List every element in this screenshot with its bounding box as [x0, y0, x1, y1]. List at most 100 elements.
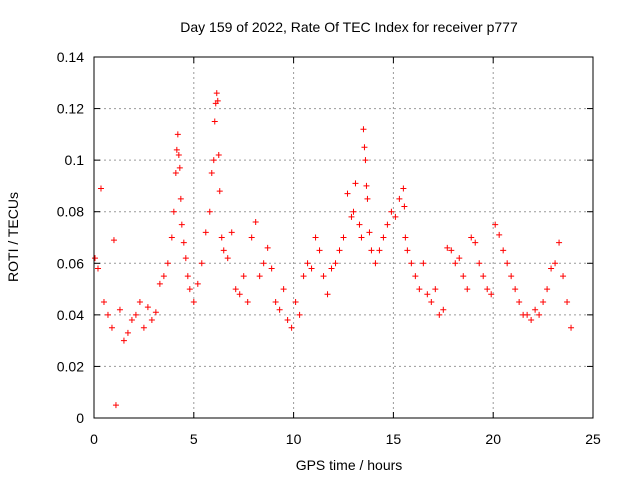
data-point	[384, 221, 391, 228]
data-point	[540, 298, 547, 305]
data-point	[476, 260, 483, 267]
data-point	[361, 144, 368, 151]
data-point	[396, 195, 403, 202]
data-point	[280, 286, 287, 293]
x-tick-label: 0	[90, 431, 98, 447]
data-point	[132, 311, 139, 318]
data-point	[340, 234, 347, 241]
data-point	[524, 311, 531, 318]
data-point	[504, 260, 511, 267]
data-point	[416, 286, 423, 293]
data-point	[536, 311, 543, 318]
data-point	[308, 265, 315, 272]
data-point	[328, 265, 335, 272]
x-tick-label: 15	[386, 431, 402, 447]
data-point	[168, 234, 175, 241]
data-point	[548, 265, 555, 272]
data-point	[136, 298, 143, 305]
data-point	[186, 286, 193, 293]
data-point	[516, 298, 523, 305]
data-point	[344, 190, 351, 197]
y-tick-label: 0.06	[57, 255, 84, 271]
data-point	[220, 247, 227, 254]
data-point	[198, 260, 205, 267]
data-point	[448, 247, 455, 254]
data-point	[190, 298, 197, 305]
data-point	[316, 247, 323, 254]
data-point	[452, 260, 459, 267]
data-point	[332, 260, 339, 267]
x-tick-label: 5	[190, 431, 198, 447]
data-point	[350, 208, 357, 215]
y-tick-label: 0.1	[65, 152, 85, 168]
x-axis-label: GPS time / hours	[296, 457, 403, 473]
y-axis-label: ROTI / TECUs	[5, 192, 21, 282]
data-point	[348, 213, 355, 220]
data-point	[292, 298, 299, 305]
data-point	[352, 180, 359, 187]
data-points	[91, 90, 575, 409]
data-point	[372, 260, 379, 267]
data-point	[178, 221, 185, 228]
data-point	[194, 280, 201, 287]
data-point	[484, 286, 491, 293]
data-point	[472, 239, 479, 246]
data-point	[144, 304, 151, 311]
data-point	[216, 188, 223, 195]
data-point	[160, 273, 167, 280]
data-point	[556, 239, 563, 246]
data-point	[206, 208, 213, 215]
data-point	[401, 203, 408, 210]
data-point	[420, 260, 427, 267]
data-point	[512, 286, 519, 293]
data-point	[464, 286, 471, 293]
data-point	[432, 286, 439, 293]
chart-title: Day 159 of 2022, Rate Of TEC Index for r…	[180, 19, 518, 35]
plot-frame	[93, 56, 594, 419]
data-point	[508, 273, 515, 280]
data-point	[366, 229, 373, 236]
data-point	[380, 234, 387, 241]
data-point	[300, 273, 307, 280]
data-point	[412, 273, 419, 280]
data-point	[214, 97, 221, 104]
data-point	[104, 311, 111, 318]
data-point	[268, 265, 275, 272]
data-point	[184, 273, 191, 280]
axis-ticks	[93, 56, 594, 419]
data-point	[376, 247, 383, 254]
data-point	[568, 324, 575, 331]
data-point	[112, 402, 119, 409]
data-point	[264, 244, 271, 251]
data-point	[152, 309, 159, 316]
data-point	[456, 255, 463, 262]
data-point	[124, 329, 131, 336]
data-point	[404, 247, 411, 254]
data-point	[564, 298, 571, 305]
data-point	[100, 298, 107, 305]
data-point	[240, 273, 247, 280]
data-point	[296, 311, 303, 318]
data-point	[176, 164, 183, 171]
data-point	[128, 317, 135, 324]
data-point	[252, 219, 259, 226]
x-tick-label: 25	[585, 431, 601, 447]
data-point	[236, 291, 243, 298]
y-tick-label: 0.04	[57, 307, 84, 323]
data-point	[444, 244, 451, 251]
data-point	[148, 317, 155, 324]
data-point	[248, 234, 255, 241]
data-point	[91, 255, 98, 262]
data-point	[363, 182, 370, 189]
data-point	[120, 337, 127, 344]
data-point	[392, 213, 399, 220]
data-point	[528, 317, 535, 324]
data-point	[468, 234, 475, 241]
data-point	[260, 260, 267, 267]
data-point	[173, 146, 180, 153]
data-point	[177, 195, 184, 202]
data-point	[440, 306, 447, 313]
data-point	[202, 229, 209, 236]
